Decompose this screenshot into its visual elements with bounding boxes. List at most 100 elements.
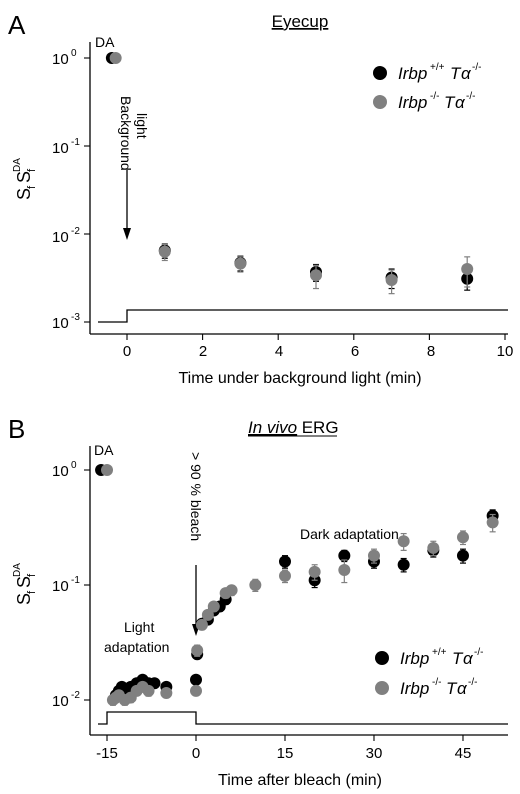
svg-text:-2: -2 (71, 690, 80, 701)
panel-b-title: In vivo ERG (248, 418, 339, 437)
panel-a-y-tick-label-2: 10 -2 (52, 226, 80, 246)
panel-b: B In vivo ERG 10 0 10 -1 10 -2 S f S f D… (8, 414, 508, 789)
svg-text:+/+: +/+ (430, 62, 445, 73)
panel-b-y-tick-label-2: 10 -2 (52, 690, 80, 710)
panel-b-label: B (8, 414, 25, 444)
panel-b-point-wt-21 (338, 549, 351, 562)
panel-a-legend-marker-wt (373, 66, 387, 80)
panel-b-legend-label-wt: Irbp +/+ T α -/- (400, 647, 483, 668)
panel-a-title: Eyecup (272, 12, 329, 31)
svg-text:T: T (452, 649, 464, 668)
panel-a-y-tick-label-0: 10 0 (52, 48, 77, 68)
panel-a-light-step-trace (98, 309, 508, 323)
svg-text:In vivo: In vivo (248, 418, 297, 437)
svg-text:Irbp: Irbp (400, 649, 429, 668)
panel-a: A Eyecup 10 0 10 -1 10 -2 10 -3 S f S f … (8, 10, 513, 387)
svg-text:0: 0 (71, 460, 77, 471)
panel-a-x-tick-label-8: 8 (427, 343, 435, 360)
svg-text:Irbp: Irbp (400, 679, 429, 698)
svg-text:S: S (14, 188, 34, 200)
svg-text:f: f (26, 590, 38, 594)
panel-b-x-tick-label-m15: -15 (96, 745, 118, 762)
panel-b-light-step-trace (98, 711, 508, 725)
svg-text:10: 10 (52, 51, 69, 68)
panel-b-point-ko-18 (278, 569, 291, 582)
panel-b-point-ko-20 (338, 564, 351, 577)
svg-text:T: T (450, 64, 462, 83)
svg-text:T: T (444, 93, 456, 112)
svg-text:Irbp: Irbp (398, 93, 427, 112)
svg-text:10: 10 (52, 315, 69, 332)
panel-b-x-tick-label-45: 45 (455, 745, 472, 762)
panel-a-y-tick-label-3: 10 -3 (52, 312, 80, 332)
panel-a-x-tick-label-2: 2 (199, 343, 207, 360)
panel-b-legend-marker-ko (375, 681, 389, 695)
svg-text:S: S (14, 593, 34, 605)
panel-b-point-wt-12 (190, 673, 202, 686)
svg-text:-2: -2 (71, 226, 80, 237)
svg-text:DA: DA (12, 563, 23, 577)
panel-b-point-ko-16 (225, 584, 238, 597)
panel-b-y-tick-label-1: 10 -1 (52, 575, 80, 595)
panel-b-point-ko-22 (397, 535, 410, 548)
svg-text:α: α (455, 93, 466, 112)
panel-a-point-ko-0 (109, 52, 122, 64)
panel-b-point-wt-19 (278, 555, 291, 568)
panel-b-point-ko-24 (456, 531, 469, 544)
svg-text:f: f (26, 185, 38, 189)
svg-text:10: 10 (52, 693, 69, 710)
panel-a-x-tick-label-6: 6 (351, 343, 359, 360)
svg-text:-/-: -/- (430, 91, 439, 102)
svg-text:0: 0 (71, 48, 77, 59)
panel-b-x-tick-label-0: 0 (192, 745, 200, 762)
panel-a-x-tick-label-4: 4 (275, 343, 283, 360)
panel-b-point-ko-25 (486, 516, 499, 529)
panel-b-point-ko-14 (207, 600, 220, 613)
svg-text:-/-: -/- (468, 677, 477, 688)
svg-text:-1: -1 (71, 575, 80, 586)
svg-text:-/-: -/- (474, 647, 483, 658)
panel-a-da-label: DA (95, 34, 115, 50)
panel-a-point-ko-5 (461, 263, 474, 276)
svg-text:T: T (446, 679, 458, 698)
panel-b-legend-label-ko: Irbp -/- T α -/- (400, 677, 477, 698)
panel-b-legend-marker-wt (375, 651, 389, 665)
svg-text:α: α (457, 679, 468, 698)
svg-text:10: 10 (52, 229, 69, 246)
panel-b-x-tick-label-30: 30 (366, 745, 383, 762)
panel-b-point-ko-0 (101, 464, 114, 476)
svg-text:-3: -3 (71, 312, 80, 323)
svg-text:ERG: ERG (297, 418, 339, 437)
panel-b-y-tick-label-0: 10 0 (52, 460, 77, 480)
svg-text:10: 10 (52, 578, 69, 595)
svg-text:α: α (461, 64, 472, 83)
panel-b-x-tick-label-15: 15 (277, 745, 294, 762)
panel-a-y-axis-label: S f S f DA (12, 158, 38, 200)
panel-b-point-ko-12 (195, 618, 208, 631)
panel-b-da-label: DA (94, 442, 114, 458)
svg-text:Irbp: Irbp (398, 64, 427, 83)
svg-text:+/+: +/+ (432, 647, 447, 658)
panel-b-point-ko-11 (191, 644, 204, 657)
panel-b-point-ko-17 (249, 579, 262, 591)
panel-a-legend-label-wt: Irbp +/+ T α -/- (398, 62, 481, 83)
svg-text:S: S (14, 171, 34, 183)
svg-text:α: α (463, 649, 474, 668)
panel-a-x-axis-label: Time under background light (min) (178, 370, 421, 387)
panel-a-point-ko-1 (158, 245, 171, 258)
panel-b-point-ko-21 (367, 549, 380, 562)
panel-b-x-axis-label: Time after bleach (min) (218, 772, 382, 789)
svg-text:-/-: -/- (432, 677, 441, 688)
svg-text:DA: DA (12, 158, 23, 172)
panel-a-background-light-label: Background light (118, 96, 150, 171)
svg-text:10: 10 (52, 463, 69, 480)
svg-text:light: light (134, 113, 150, 139)
svg-text:S: S (14, 576, 34, 588)
panel-a-y-tick-label-1: 10 -1 (52, 137, 80, 157)
panel-b-bleach-label: > 90 % bleach (188, 452, 204, 541)
panel-b-point-wt-23 (397, 558, 410, 571)
svg-text:-/-: -/- (466, 91, 475, 102)
svg-text:f: f (26, 168, 38, 172)
panel-a-label: A (8, 10, 26, 40)
